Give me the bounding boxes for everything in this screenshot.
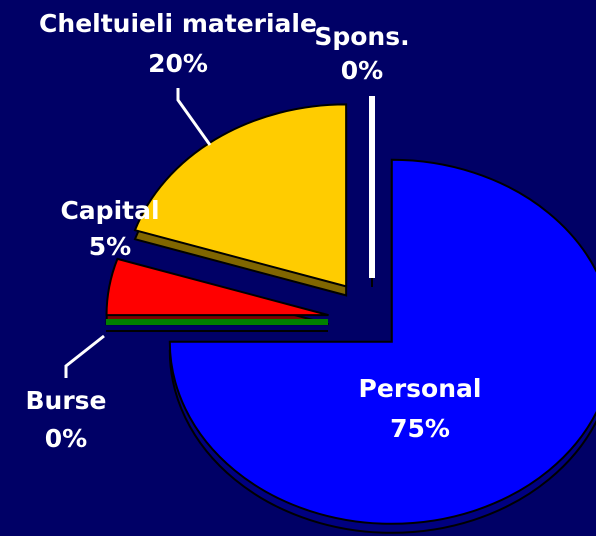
slice-label: Personal (359, 374, 482, 403)
slice-label: Capital (60, 196, 159, 225)
slice-label: Cheltuieli materiale (39, 9, 317, 38)
slice-label: Burse (25, 386, 106, 415)
slice (168, 158, 596, 525)
leader-line (176, 88, 212, 146)
slice-label: Spons. (314, 22, 409, 51)
value-label: 20% (148, 49, 208, 78)
slices (105, 96, 596, 534)
value-label: 0% (341, 56, 383, 85)
slice (105, 257, 329, 317)
leader-line (64, 334, 105, 378)
value-label: 75% (390, 414, 450, 443)
value-label: 5% (89, 232, 131, 261)
value-label: 0% (45, 424, 87, 453)
labels: Personal 75% Burse 0% Capital 5% Cheltuieli ma… (25, 9, 481, 453)
slice (133, 103, 348, 288)
